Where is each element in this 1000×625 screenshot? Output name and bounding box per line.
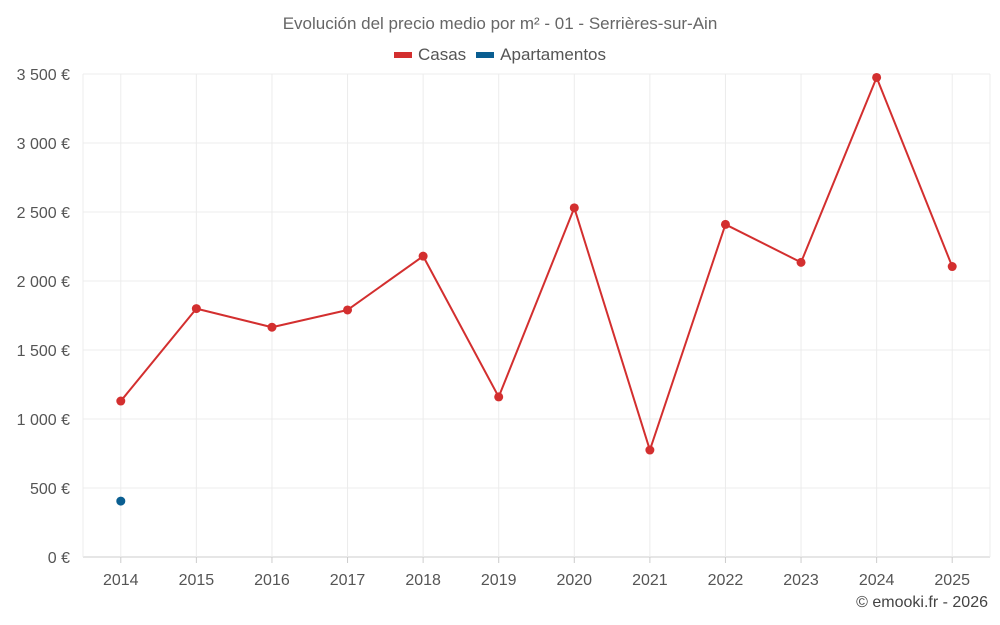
legend-item-casas[interactable]: Casas: [393, 45, 467, 65]
legend-label-casas: Casas: [417, 45, 467, 64]
data-point-casas-2017: [343, 305, 353, 315]
copyright-credit: © emooki.fr - 2026: [856, 594, 988, 611]
x-tick-label: 2014: [103, 572, 139, 589]
data-point-casas-2022: [720, 219, 730, 229]
data-point-casas-2024: [872, 72, 882, 82]
x-tick-label: 2021: [632, 572, 668, 589]
data-point-apartamentos-2014: [116, 496, 126, 506]
data-point-casas-2020: [569, 203, 579, 213]
legend-item-apartamentos[interactable]: Apartamentos: [476, 45, 606, 65]
x-tick-label: 2024: [859, 572, 895, 589]
y-tick-label: 1 500 €: [17, 343, 70, 360]
data-point-casas-2019: [494, 392, 504, 402]
x-tick-label: 2017: [330, 572, 366, 589]
y-tick-label: 2 000 €: [17, 274, 70, 291]
x-tick-label: 2025: [934, 572, 970, 589]
data-point-casas-2023: [796, 257, 806, 267]
x-tick-label: 2018: [405, 572, 441, 589]
x-tick-label: 2022: [708, 572, 744, 589]
x-tick-label: 2015: [179, 572, 215, 589]
y-tick-label: 3 000 €: [17, 136, 70, 153]
y-tick-label: 2 500 €: [17, 205, 70, 222]
data-point-casas-2014: [116, 396, 126, 406]
y-tick-label: 3 500 €: [17, 67, 70, 84]
legend-swatch-apartamentos: [476, 52, 495, 58]
x-tick-label: 2019: [481, 572, 517, 589]
y-tick-label: 500 €: [30, 481, 70, 498]
y-tick-label: 0 €: [48, 550, 70, 567]
y-tick-label: 1 000 €: [17, 412, 70, 429]
data-point-casas-2015: [191, 304, 201, 314]
x-tick-label: 2020: [556, 572, 592, 589]
chart-legend: Casas Apartamentos: [0, 45, 1000, 65]
chart-title: Evolución del precio medio por m² - 01 -…: [282, 14, 718, 33]
x-tick-label: 2016: [254, 572, 290, 589]
data-point-casas-2018: [418, 251, 428, 261]
legend-swatch-casas: [393, 52, 412, 58]
legend-label-apartamentos: Apartamentos: [500, 45, 607, 64]
data-point-casas-2021: [645, 445, 655, 455]
data-point-casas-2016: [267, 322, 277, 332]
data-point-casas-2025: [947, 262, 957, 272]
series-line-casas: [120, 76, 954, 452]
x-tick-label: 2023: [783, 572, 819, 589]
